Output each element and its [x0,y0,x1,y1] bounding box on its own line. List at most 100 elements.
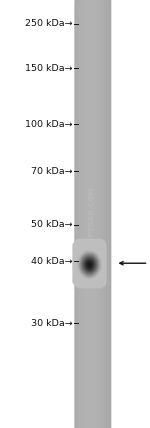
Bar [83,249,84,250]
Bar [88,240,89,241]
Bar [77,250,78,251]
Bar [100,264,101,265]
Bar [79,255,80,256]
Bar [98,279,99,280]
Bar [91,275,92,276]
Bar [75,278,76,279]
Bar [102,280,103,281]
Bar [77,249,78,250]
Bar [100,272,101,273]
Bar [101,279,102,280]
Bar [80,286,81,287]
Bar [79,285,80,286]
Bar [87,0,88,428]
Bar [80,258,81,259]
Bar [80,263,81,264]
Bar [73,281,74,282]
Bar [97,244,98,245]
Bar [80,271,81,272]
Bar [92,274,93,275]
Bar [77,245,78,246]
Bar [95,278,96,279]
Bar [89,274,90,275]
Bar [88,242,89,243]
Bar [79,262,80,263]
Bar [78,270,79,271]
Bar [92,282,93,283]
Bar [79,247,80,248]
Bar [102,268,103,269]
Bar [97,284,98,285]
Bar [88,248,89,249]
Bar [95,240,96,241]
Bar [90,262,91,263]
Bar [98,247,99,248]
Bar [80,249,81,250]
Bar [73,279,74,280]
Bar [108,0,109,428]
Bar [95,254,96,255]
Bar [90,246,91,247]
Bar [79,268,80,269]
Bar [101,243,102,244]
Bar [99,278,100,279]
Bar [76,259,77,260]
Bar [92,259,93,260]
Bar [83,270,84,271]
Bar [92,265,93,266]
Bar [78,243,79,244]
Bar [90,284,91,285]
Bar [101,262,102,263]
Bar [92,277,93,278]
Bar [88,260,89,261]
Bar [97,265,98,266]
Bar [100,241,101,242]
Bar [101,272,102,273]
Bar [77,251,78,252]
Bar [91,248,92,249]
Bar [90,272,91,273]
Bar [93,258,94,259]
Bar [94,259,95,260]
Bar [77,241,78,242]
Bar [91,245,92,246]
Bar [85,283,86,284]
Bar [84,277,85,278]
Bar [93,252,94,253]
Bar [95,0,96,428]
Bar [88,283,89,284]
Bar [75,283,76,284]
Bar [74,279,75,280]
Bar [75,261,76,262]
Bar [94,256,95,257]
Bar [86,278,87,279]
Bar [89,284,90,285]
Bar [80,241,81,242]
Bar [88,261,89,262]
Bar [95,0,96,428]
Bar [76,280,77,281]
Bar [96,258,97,259]
Bar [89,240,90,241]
Bar [100,253,101,254]
Bar [90,274,91,275]
Bar [93,269,94,270]
Bar [81,279,82,280]
Bar [79,261,80,262]
Bar [89,260,90,261]
Bar [76,255,77,256]
Bar [103,251,104,252]
Bar [90,251,91,252]
Bar [82,269,83,270]
Bar [89,275,90,276]
Bar [83,278,84,279]
Bar [83,275,84,276]
Bar [97,252,98,253]
Bar [101,243,102,244]
Bar [90,278,91,279]
Bar [78,242,79,243]
Bar [100,282,101,283]
Bar [75,245,76,246]
Bar [89,253,90,254]
Bar [78,278,79,279]
